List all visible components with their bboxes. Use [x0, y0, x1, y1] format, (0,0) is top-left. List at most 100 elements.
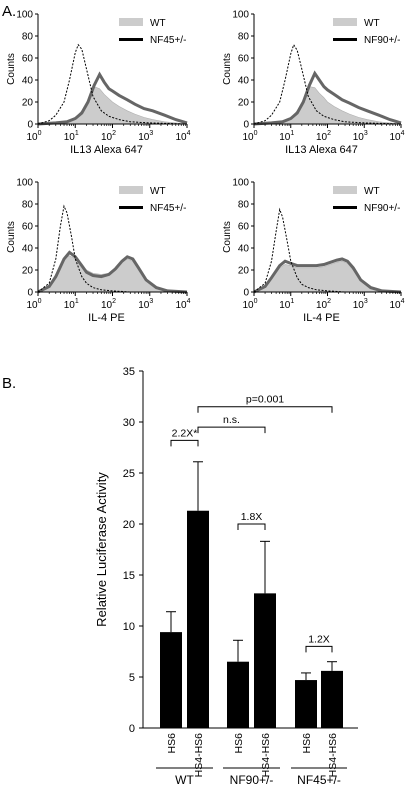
y-tick-label: 80 [238, 32, 250, 43]
x-tick-label: 102 [101, 130, 116, 143]
x-tick-exponent: 1 [290, 130, 294, 137]
y-axis-label: Counts [6, 53, 17, 85]
x-tick-base: 10 [101, 132, 113, 143]
mutant-histogram-line [253, 257, 402, 294]
x-tick-base: 10 [26, 132, 38, 143]
x-tick-label: 100 [26, 130, 41, 143]
x-tick-label: 100 [242, 298, 257, 311]
x-tick-exponent: 3 [149, 298, 153, 305]
y-tick-label: 80 [22, 200, 34, 211]
isotype-histogram-line [37, 204, 187, 293]
x-tick-label: 101 [64, 130, 79, 143]
bar-y-axis-label: Relative Luciferase Activity [94, 472, 109, 627]
legend-wt-label: WT [364, 186, 380, 197]
x-tick-base: 10 [279, 132, 291, 143]
significance-bracket [170, 439, 199, 447]
legend-mutant-label: NF45+/- [150, 35, 186, 46]
x-tick-exponent: 4 [401, 298, 405, 305]
x-tick-label: 102 [316, 130, 331, 143]
legend-wt-swatch [119, 18, 143, 26]
bar [254, 593, 276, 728]
panel-label-a: A. [2, 3, 16, 20]
y-tick-label: 60 [238, 54, 250, 65]
legend-mutant-label: NF90+/- [364, 35, 400, 46]
x-tick-label: 100 [26, 298, 41, 311]
x-axis-label: IL-4 PE [88, 312, 125, 324]
significance-bracket [237, 523, 266, 530]
x-tick-label: 104 [175, 130, 190, 143]
y-tick-label: 20 [238, 98, 250, 109]
significance-bracket [305, 645, 333, 653]
x-tick-base: 10 [389, 300, 401, 311]
x-axis-label: IL13 Alexa 647 [70, 144, 143, 156]
x-tick-exponent: 3 [149, 130, 153, 137]
x-tick-exponent: 4 [187, 298, 191, 305]
x-tick-label: 103 [353, 298, 368, 311]
x-tick-label: 103 [138, 298, 153, 311]
legend-wt-label: WT [364, 18, 380, 29]
legend-mutant-swatch [119, 206, 143, 209]
y-tick-label: 60 [22, 54, 34, 65]
legend-wt-swatch [333, 186, 357, 194]
x-tick-exponent: 0 [254, 130, 258, 137]
x-tick-exponent: 0 [38, 130, 42, 137]
bar-y-tick-label: 20 [123, 519, 135, 531]
x-tick-base: 10 [316, 300, 328, 311]
significance-label: 2.2X* [172, 427, 198, 439]
y-tick-label: 40 [238, 244, 250, 255]
x-tick-exponent: 3 [364, 298, 368, 305]
y-tick-label: 0 [243, 288, 249, 299]
x-tick-exponent: 2 [112, 298, 116, 305]
legend-wt-label: WT [150, 18, 166, 29]
x-tick-exponent: 2 [327, 130, 331, 137]
x-tick-base: 10 [175, 132, 187, 143]
significance-bracket [197, 426, 266, 434]
y-tick-label: 100 [232, 10, 249, 21]
y-tick-label: 100 [16, 10, 33, 21]
x-tick-base: 10 [64, 132, 76, 143]
x-tick-base: 10 [279, 300, 291, 311]
bar-y-tick-label: 10 [123, 621, 135, 633]
significance-label: p=0.001 [246, 394, 284, 406]
wt-histogram-area [36, 255, 188, 293]
y-tick-label: 0 [27, 120, 33, 131]
group-label: WT [175, 773, 194, 787]
x-tick-base: 10 [64, 300, 76, 311]
bar-y-tick-label: 35 [123, 366, 135, 378]
x-tick-base: 10 [389, 132, 401, 143]
bar-y-tick-label: 25 [123, 468, 135, 480]
bar-category-label: HS4-HS6 [193, 733, 205, 778]
x-tick-exponent: 1 [75, 298, 79, 305]
x-tick-exponent: 2 [327, 298, 331, 305]
x-axis-label: IL-4 PE [303, 312, 340, 324]
x-tick-base: 10 [175, 300, 187, 311]
x-tick-label: 104 [389, 130, 404, 143]
x-tick-exponent: 0 [254, 298, 258, 305]
x-tick-label: 103 [138, 130, 153, 143]
bar-category-label: HS4-HS6 [327, 733, 339, 778]
y-tick-label: 0 [243, 120, 249, 131]
x-tick-exponent: 0 [38, 298, 42, 305]
x-tick-base: 10 [353, 132, 365, 143]
mutant-histogram-line [37, 71, 188, 126]
y-tick-label: 20 [238, 266, 250, 277]
legend-mutant-label: NF45+/- [150, 203, 186, 214]
y-tick-label: 60 [22, 222, 34, 233]
x-tick-base: 10 [138, 300, 150, 311]
mutant-histogram-line [37, 250, 188, 294]
x-tick-label: 101 [279, 130, 294, 143]
legend-mutant-swatch [333, 206, 357, 209]
wt-histogram-area [253, 86, 402, 125]
x-axis-label: IL13 Alexa 647 [285, 144, 358, 156]
x-tick-label: 100 [242, 130, 257, 143]
bar-y-tick-label: 15 [123, 570, 135, 582]
bar-category-label: HS4-HS6 [260, 733, 272, 778]
bar [227, 661, 249, 728]
y-tick-label: 20 [22, 98, 34, 109]
group-label: NF45+/- [297, 773, 341, 787]
